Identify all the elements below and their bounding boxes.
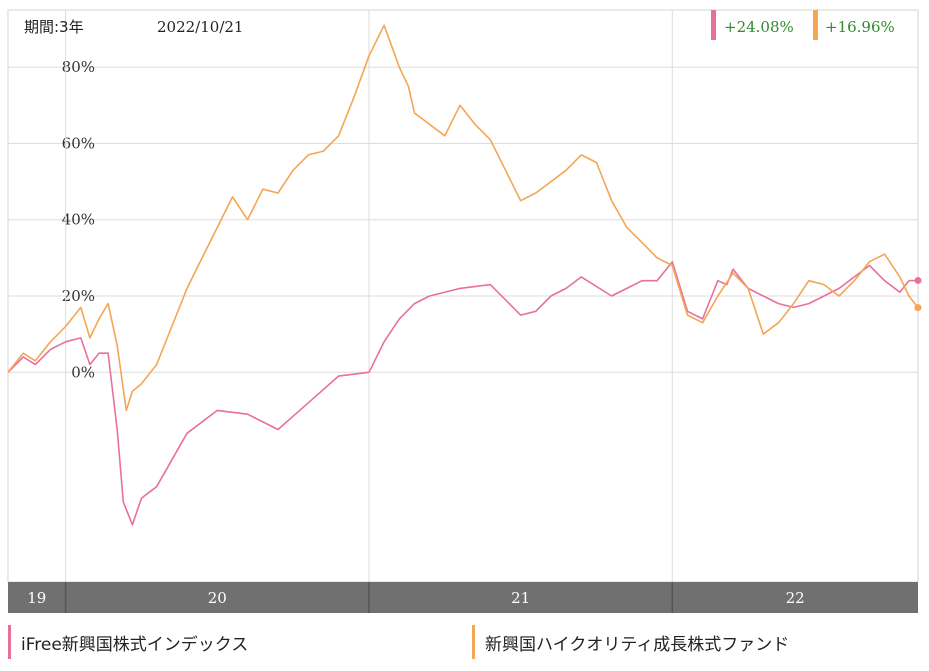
y-tick-label: 20% (62, 287, 95, 305)
return-value-ifree: +24.08% (724, 18, 794, 36)
legend-item-high-quality: 新興国ハイクオリティ成長株式ファンド (472, 622, 789, 662)
legend-swatch-ifree (8, 625, 11, 659)
x-tick-label: 19 (27, 589, 46, 607)
return-swatch-ifree (711, 10, 716, 40)
x-tick-label: 21 (511, 589, 530, 607)
legend-swatch-high-quality (472, 625, 475, 659)
series-line-ifree (7, 260, 919, 526)
return-value-high-quality: +16.96% (825, 18, 895, 36)
return-swatch-high-quality (813, 10, 818, 40)
y-tick-label: 40% (62, 211, 95, 229)
y-tick-label: 60% (62, 134, 95, 152)
x-tick-label: 20 (208, 589, 227, 607)
legend-label-ifree: iFree新興国株式インデックス (21, 634, 249, 655)
legend-item-ifree: iFree新興国株式インデックス (8, 622, 248, 662)
series-line-high-quality (7, 24, 919, 412)
legend-label-high-quality: 新興国ハイクオリティ成長株式ファンド (485, 634, 790, 655)
y-tick-label: 80% (62, 58, 95, 76)
period-label: 期間:3年 (24, 18, 84, 36)
series-end-point-high-quality (914, 304, 922, 312)
y-tick-label: 0% (71, 363, 95, 381)
x-tick-label: 22 (786, 589, 805, 607)
date-label: 2022/10/21 (157, 18, 243, 36)
x-year-band (8, 582, 918, 613)
series-end-point-ifree (914, 276, 922, 284)
